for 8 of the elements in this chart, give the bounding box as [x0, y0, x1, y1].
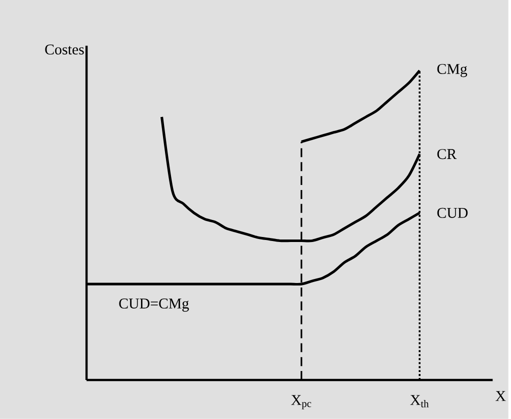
- y-axis-title: Costes: [45, 44, 84, 55]
- series-label: CR: [437, 149, 457, 160]
- x-axis-title: X: [496, 391, 506, 402]
- annotation: CUD=CMg: [119, 298, 189, 312]
- x-tick-label: X$_{th}$: [410, 395, 429, 408]
- series-label: CUD: [437, 208, 468, 218]
- x-tick-label: X$_{pc}$: [291, 395, 312, 410]
- series-label: CMg: [437, 64, 468, 78]
